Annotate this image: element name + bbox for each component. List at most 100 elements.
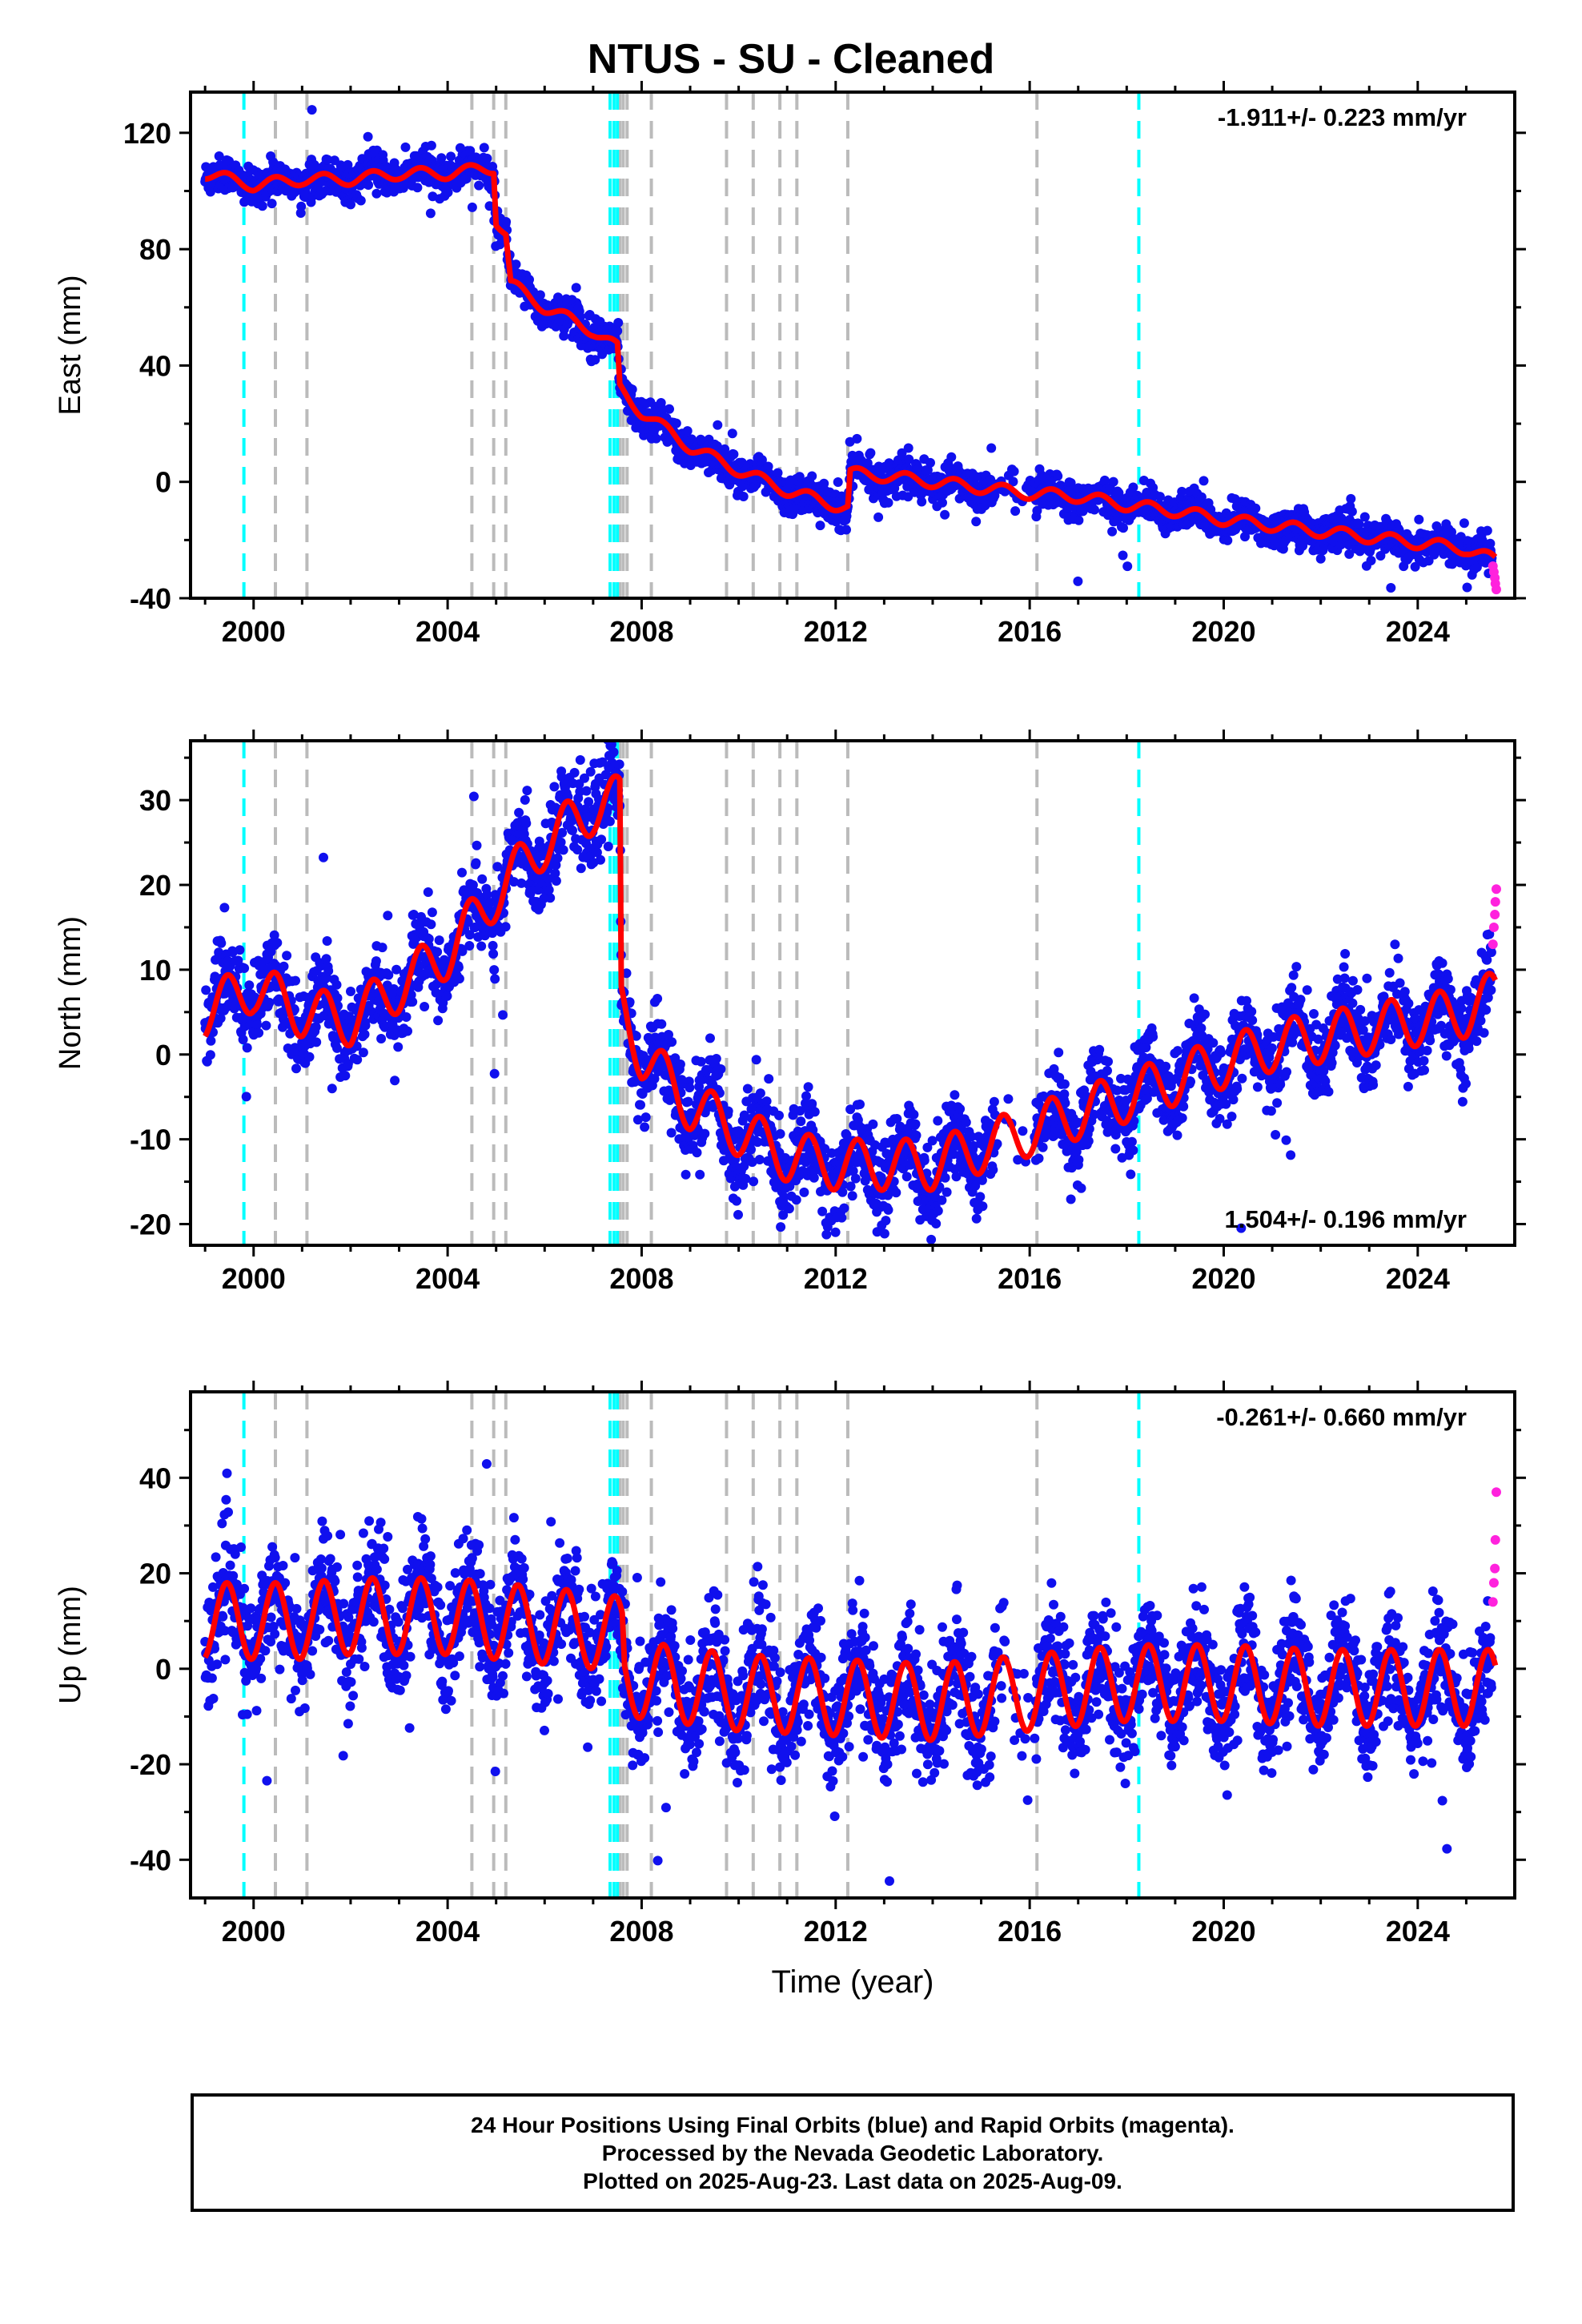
final-orbit-point (675, 1059, 685, 1069)
final-orbit-point (685, 1083, 695, 1093)
final-orbit-point (434, 935, 444, 946)
final-orbit-point (261, 1020, 271, 1031)
final-orbit-point (784, 1204, 794, 1214)
final-orbit-point (501, 217, 512, 227)
final-orbit-point (401, 1012, 412, 1022)
final-orbit-point (420, 1002, 430, 1011)
final-orbit-point (1108, 476, 1118, 487)
final-orbit-point (897, 448, 907, 458)
final-orbit-point (713, 420, 723, 430)
final-orbit-point (264, 997, 275, 1007)
final-orbit-point (1118, 523, 1128, 533)
final-orbit-point (282, 951, 292, 961)
final-orbit-point (716, 1064, 726, 1074)
final-orbit-point (371, 188, 382, 199)
final-orbit-point (323, 966, 334, 976)
final-orbit-point (476, 941, 487, 951)
final-orbit-point (927, 1136, 938, 1146)
final-orbit-point (590, 355, 600, 365)
final-orbit-point (521, 818, 532, 829)
final-orbit-point (425, 208, 436, 219)
final-orbit-point (272, 938, 283, 948)
final-orbit-point (1099, 475, 1110, 485)
final-orbit-point (751, 1055, 761, 1065)
final-orbit-point (651, 433, 661, 444)
final-orbit-point (482, 153, 492, 163)
final-orbit-point (412, 183, 423, 193)
final-orbit-point (279, 961, 289, 971)
final-orbit-point (433, 1015, 444, 1026)
final-orbit-point (307, 105, 317, 115)
final-orbit-point (926, 1234, 937, 1244)
final-orbit-point (763, 461, 773, 472)
final-orbit-point (1199, 476, 1209, 486)
final-orbit-point (749, 1176, 759, 1187)
final-orbit-point (971, 517, 982, 527)
final-orbit-point (883, 497, 893, 508)
final-orbit-point (304, 1051, 315, 1062)
final-orbit-point (524, 275, 534, 285)
final-orbit-point (1359, 512, 1370, 522)
final-orbit-point (705, 1033, 715, 1043)
east-final-orbit-points (200, 105, 1501, 595)
final-orbit-point (498, 1010, 508, 1020)
final-orbit-point (1177, 486, 1187, 497)
final-orbit-point (235, 945, 245, 955)
final-orbit-point (830, 1227, 841, 1237)
final-orbit-point (596, 834, 607, 845)
final-orbit-point (1066, 478, 1076, 488)
final-orbit-point (319, 852, 328, 862)
final-orbit-point (666, 1128, 677, 1138)
final-orbit-point (393, 1042, 404, 1052)
final-orbit-point (683, 1096, 693, 1107)
final-orbit-point (754, 1155, 765, 1164)
final-orbit-point (796, 1116, 806, 1127)
final-orbit-point (990, 490, 1000, 501)
final-orbit-point (855, 1100, 865, 1109)
final-orbit-point (742, 1084, 753, 1094)
final-orbit-point (327, 1084, 337, 1094)
final-orbit-point (839, 1203, 849, 1213)
final-orbit-point (729, 449, 739, 460)
final-orbit-point (432, 947, 443, 957)
final-orbit-point (426, 140, 436, 151)
final-orbit-point (681, 1169, 691, 1180)
final-orbit-point (940, 1172, 950, 1183)
final-orbit-point (903, 443, 913, 453)
final-orbit-point (340, 1071, 351, 1081)
final-orbit-point (640, 1122, 650, 1132)
final-orbit-point (363, 180, 374, 190)
final-orbit-point (1107, 526, 1118, 537)
final-orbit-point (682, 426, 693, 436)
final-orbit-point (656, 1019, 667, 1029)
final-orbit-point (695, 1169, 705, 1180)
final-orbit-point (723, 1106, 733, 1116)
final-orbit-point (1315, 553, 1326, 564)
final-orbit-point (791, 1195, 801, 1205)
final-orbit-point (837, 1212, 847, 1223)
final-orbit-point (733, 1209, 743, 1220)
final-orbit-point (809, 1107, 820, 1117)
final-orbit-point (865, 448, 876, 458)
final-orbit-point (585, 766, 596, 777)
final-orbit-point (1344, 549, 1355, 559)
final-orbit-point (244, 980, 255, 991)
final-orbit-point (738, 492, 749, 501)
final-orbit-point (1462, 582, 1472, 593)
final-orbit-point (946, 452, 957, 462)
final-orbit-point (881, 1216, 891, 1226)
final-orbit-point (479, 143, 489, 153)
final-orbit-point (346, 199, 355, 210)
final-orbit-point (522, 786, 532, 796)
final-orbit-point (216, 938, 227, 948)
north-panel: 2000 2004 2008 2012 2016 2020 2024-20-10010203… (54, 730, 1526, 1295)
final-orbit-point (376, 1034, 387, 1043)
final-orbit-point (239, 963, 250, 973)
east-rate-label: -1.911+/- 0.223 mm/yr (1218, 103, 1467, 131)
final-orbit-point (911, 1130, 921, 1140)
final-orbit-point (692, 1148, 702, 1158)
final-orbit-point (558, 845, 568, 855)
final-orbit-point (755, 1088, 765, 1099)
final-orbit-point (254, 1027, 264, 1038)
final-orbit-point (311, 1037, 322, 1047)
